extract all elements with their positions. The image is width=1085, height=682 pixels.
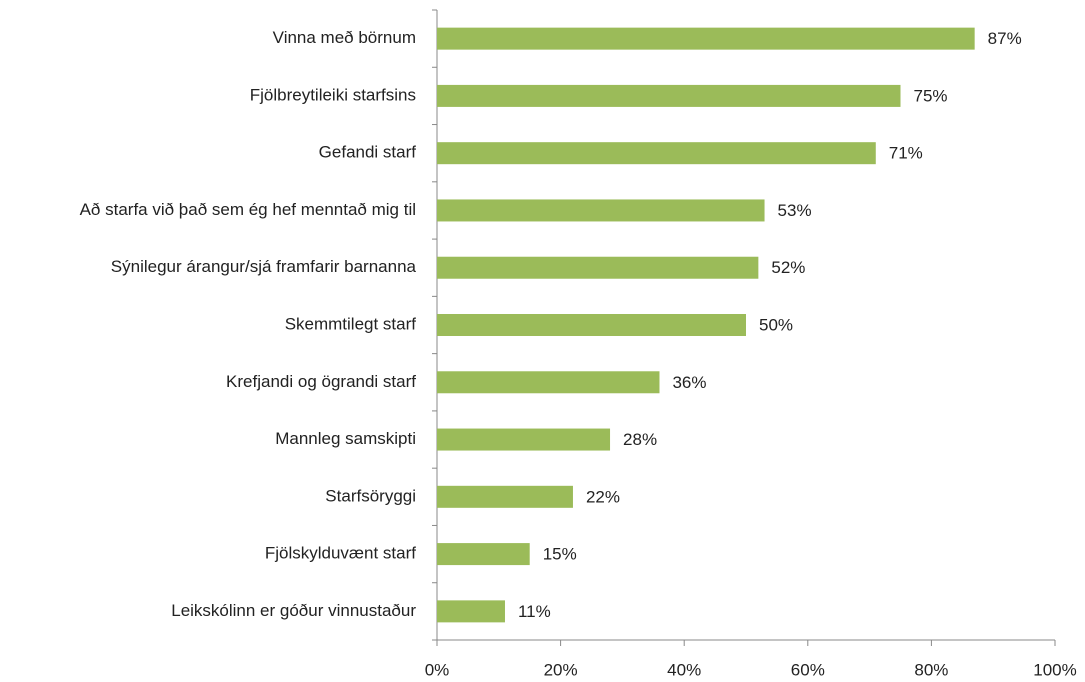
bar: [437, 27, 975, 50]
bar: [437, 543, 530, 566]
y-tick-label: Skemmtilegt starf: [285, 314, 417, 333]
x-tick-label: 40%: [667, 660, 701, 679]
x-tick-label: 60%: [791, 660, 825, 679]
value-label: 15%: [543, 545, 577, 564]
value-label: 36%: [672, 373, 706, 392]
value-label: 28%: [623, 430, 657, 449]
x-tick-label: 100%: [1033, 660, 1076, 679]
value-label: 87%: [988, 29, 1022, 48]
bar: [437, 314, 746, 336]
y-tick-label: Vinna með börnum: [273, 28, 416, 47]
y-tick-label: Fjölskylduvænt starf: [265, 544, 416, 563]
value-label: 22%: [586, 487, 620, 506]
bar: [437, 428, 611, 451]
value-label: 50%: [759, 315, 793, 334]
value-label: 11%: [518, 602, 551, 621]
y-tick-label: Sýnilegur árangur/sjá framfarir barnanna: [111, 257, 417, 276]
y-tick-label: Krefjandi og ögrandi starf: [226, 372, 416, 391]
value-label: 53%: [778, 201, 812, 220]
y-tick-label: Gefandi starf: [319, 143, 417, 162]
value-label: 71%: [889, 144, 923, 163]
bar: [437, 371, 660, 394]
x-tick-label: 20%: [544, 660, 578, 679]
y-tick-label: Að starfa við það sem ég hef menntað mig…: [80, 200, 416, 219]
value-label: 75%: [914, 86, 948, 105]
y-tick-label: Mannleg samskipti: [275, 429, 416, 448]
y-tick-label: Leikskólinn er góður vinnustaður: [171, 601, 416, 620]
y-tick-label: Starfsöryggi: [325, 486, 416, 505]
bar: [437, 84, 901, 107]
x-tick-label: 80%: [914, 660, 948, 679]
bar: [437, 600, 505, 623]
bar: [437, 142, 876, 165]
value-label: 52%: [771, 258, 805, 277]
y-tick-label: Fjölbreytileiki starfsins: [250, 85, 416, 104]
x-tick-label: 0%: [425, 660, 450, 679]
bar: [437, 199, 765, 222]
bar: [437, 256, 759, 279]
bar: [437, 485, 573, 508]
